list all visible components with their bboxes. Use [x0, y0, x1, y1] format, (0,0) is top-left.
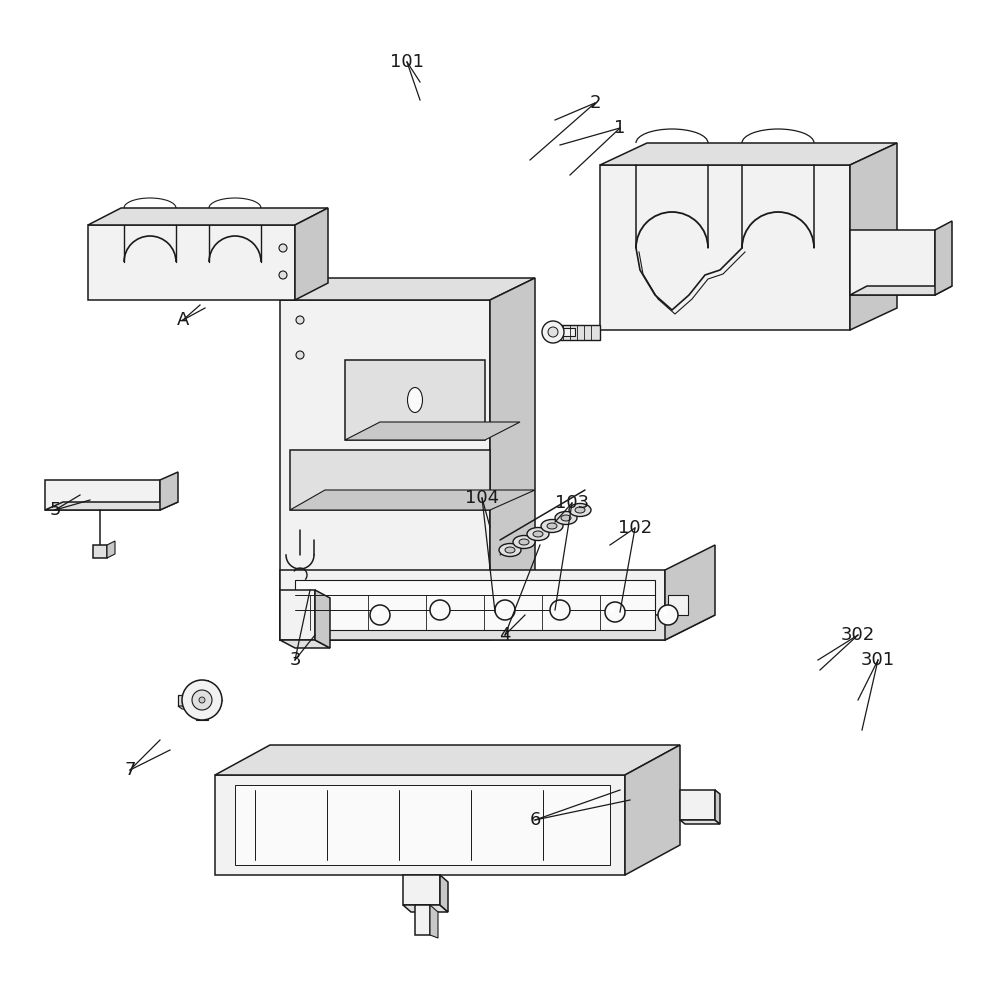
Text: 102: 102 [618, 519, 652, 537]
Polygon shape [215, 775, 625, 875]
Ellipse shape [513, 535, 535, 548]
Circle shape [192, 690, 212, 710]
Circle shape [296, 316, 304, 324]
Polygon shape [45, 502, 178, 510]
Polygon shape [850, 143, 897, 330]
Circle shape [554, 604, 560, 610]
Polygon shape [160, 472, 178, 510]
Polygon shape [665, 545, 715, 640]
Text: 302: 302 [841, 626, 875, 644]
Polygon shape [600, 143, 897, 165]
Text: 301: 301 [861, 651, 895, 669]
Circle shape [499, 604, 505, 610]
Polygon shape [290, 490, 535, 510]
Polygon shape [235, 785, 610, 865]
Polygon shape [600, 165, 850, 330]
Polygon shape [45, 480, 160, 510]
Polygon shape [850, 230, 935, 295]
Polygon shape [280, 278, 535, 300]
Circle shape [279, 244, 287, 252]
Polygon shape [560, 325, 600, 340]
Text: 5: 5 [49, 501, 61, 519]
Text: 3: 3 [289, 651, 301, 669]
Polygon shape [403, 875, 440, 905]
Polygon shape [88, 225, 295, 300]
Circle shape [374, 609, 380, 615]
Ellipse shape [499, 543, 521, 556]
Polygon shape [345, 360, 485, 440]
Ellipse shape [533, 531, 543, 537]
Polygon shape [295, 208, 328, 300]
Polygon shape [107, 541, 115, 558]
Circle shape [609, 606, 615, 612]
Polygon shape [345, 422, 520, 440]
Ellipse shape [541, 519, 563, 532]
Ellipse shape [408, 387, 422, 412]
Text: 2: 2 [589, 94, 601, 112]
Polygon shape [850, 286, 952, 295]
Polygon shape [430, 905, 438, 938]
Text: 103: 103 [555, 494, 589, 512]
Polygon shape [490, 278, 535, 640]
Polygon shape [280, 640, 330, 648]
Polygon shape [280, 590, 315, 640]
Polygon shape [715, 790, 720, 824]
Polygon shape [625, 745, 680, 875]
Polygon shape [93, 545, 107, 558]
Text: 101: 101 [390, 53, 424, 71]
Ellipse shape [547, 523, 557, 529]
Ellipse shape [527, 527, 549, 540]
Circle shape [495, 600, 515, 620]
Circle shape [430, 600, 450, 620]
Circle shape [662, 609, 668, 615]
Circle shape [182, 680, 222, 720]
Polygon shape [440, 875, 448, 912]
Text: A: A [177, 311, 189, 329]
Polygon shape [280, 300, 490, 640]
Polygon shape [560, 328, 575, 336]
Polygon shape [680, 790, 715, 820]
Text: 1: 1 [614, 119, 626, 137]
Text: 7: 7 [124, 761, 136, 779]
Circle shape [542, 321, 564, 343]
Polygon shape [668, 595, 688, 615]
Circle shape [370, 605, 390, 625]
Circle shape [296, 351, 304, 359]
Circle shape [434, 604, 440, 610]
Polygon shape [935, 221, 952, 295]
Polygon shape [290, 450, 490, 510]
Polygon shape [196, 715, 208, 720]
Polygon shape [215, 745, 680, 775]
Polygon shape [196, 680, 208, 685]
Ellipse shape [555, 511, 577, 524]
Circle shape [279, 271, 287, 279]
Text: 6: 6 [529, 811, 541, 829]
Polygon shape [280, 615, 715, 640]
Polygon shape [88, 208, 328, 225]
Polygon shape [280, 570, 665, 640]
Ellipse shape [519, 539, 529, 545]
Circle shape [550, 600, 570, 620]
Polygon shape [178, 706, 196, 709]
Circle shape [548, 327, 558, 337]
Circle shape [199, 697, 205, 703]
Polygon shape [295, 580, 655, 630]
Ellipse shape [561, 515, 571, 521]
Polygon shape [415, 905, 430, 935]
Polygon shape [315, 590, 330, 648]
Ellipse shape [505, 547, 515, 553]
Polygon shape [178, 695, 192, 706]
Text: 4: 4 [499, 626, 511, 644]
Ellipse shape [575, 507, 585, 513]
Circle shape [605, 602, 625, 622]
Polygon shape [403, 905, 448, 912]
Ellipse shape [569, 503, 591, 516]
Polygon shape [680, 820, 720, 824]
Circle shape [658, 605, 678, 625]
Text: 104: 104 [465, 489, 499, 507]
